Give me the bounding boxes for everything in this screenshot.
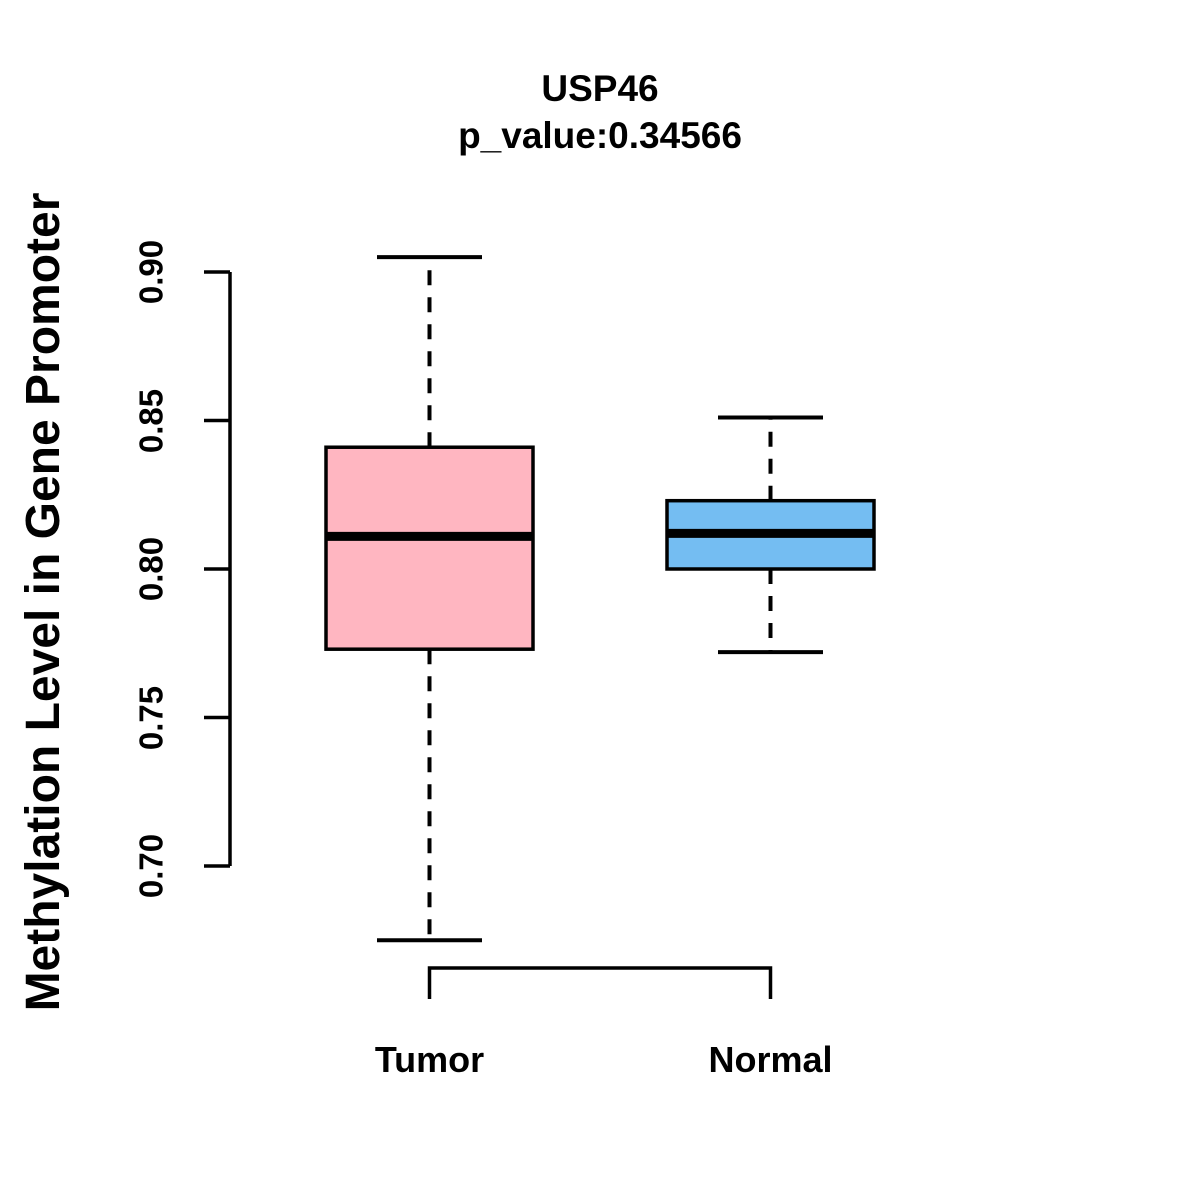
- x-category-label-tumor: Tumor: [374, 1039, 485, 1080]
- y-tick-label: 0.90: [132, 239, 170, 305]
- y-tick-label: 0.75: [132, 685, 170, 750]
- y-tick-label: 0.80: [132, 536, 170, 602]
- chart-subtitle: p_value:0.34566: [458, 115, 742, 156]
- y-axis-label: Methylation Level in Gene Promoter: [17, 192, 70, 1012]
- x-axis-bracket: [427, 966, 773, 999]
- chart-title: USP46: [541, 68, 659, 109]
- box-tumor: [324, 445, 535, 651]
- x-category-label-normal: Normal: [708, 1039, 833, 1080]
- y-tick-label: 0.70: [132, 833, 170, 899]
- y-tick-label: 0.85: [132, 388, 170, 453]
